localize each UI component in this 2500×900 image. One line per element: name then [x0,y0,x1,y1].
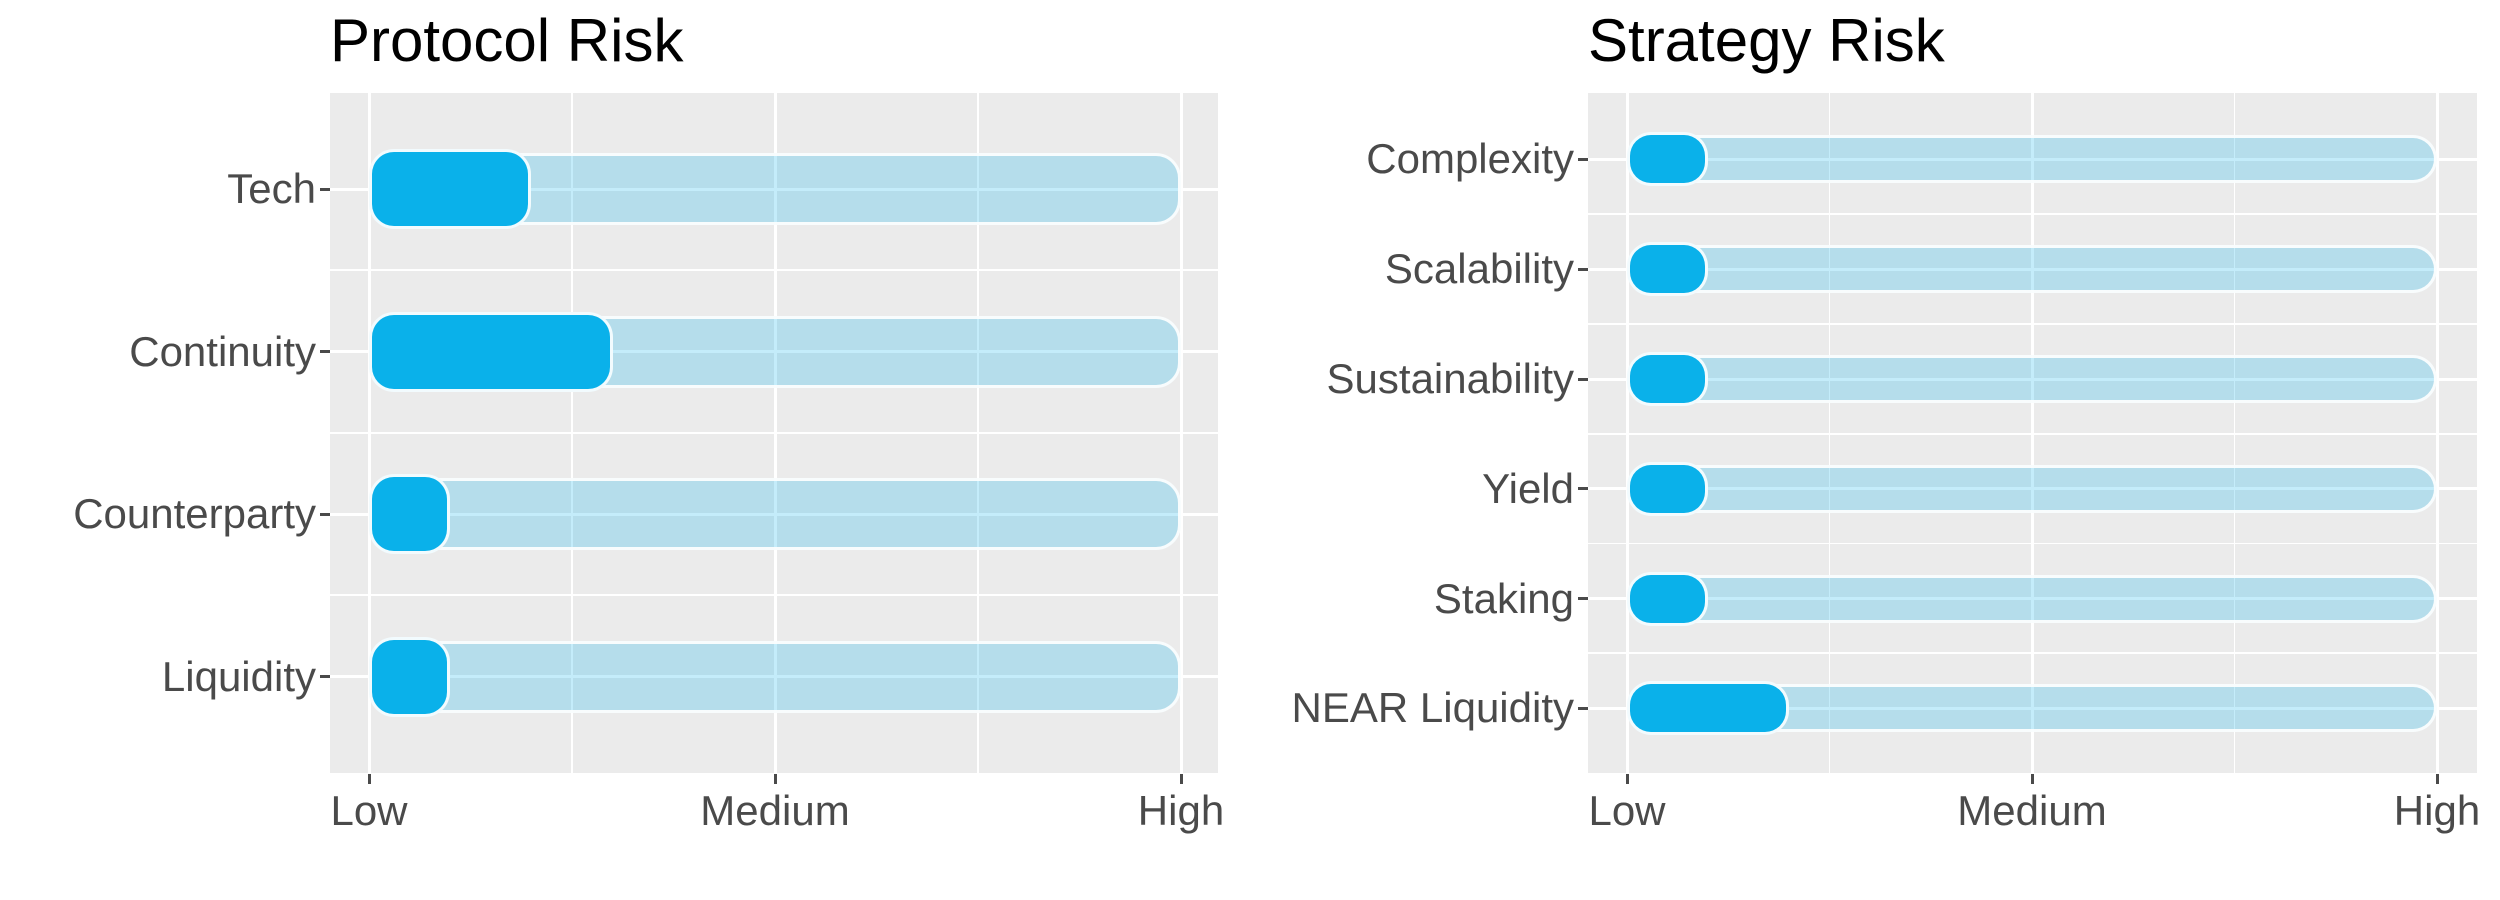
gridline-minor-horizontal [1588,323,2477,325]
category-label: Counterparty [73,490,316,537]
x-axis-tick [773,774,777,784]
risk-bar [369,149,532,229]
risk-track [1627,355,2437,403]
x-axis-tick-label: Low [1588,787,1666,834]
y-axis-tick [1578,267,1588,271]
x-axis-tick [367,774,371,784]
category-label: Staking [1433,574,1574,622]
gridline-major-horizontal [330,187,1218,191]
gridline-major-horizontal [1588,597,2477,600]
category-label: Continuity [129,327,316,375]
x-axis-tick [2435,774,2439,784]
gridline-minor-horizontal [1588,542,2477,545]
x-axis-tick-label: High [1137,787,1225,834]
y-axis-tick [1578,487,1588,490]
y-axis-tick [320,350,330,353]
category-label: Yield [1482,464,1574,512]
risk-track [369,640,1181,713]
y-axis-tick [320,187,330,191]
risk-bar [1627,242,1708,296]
gridline-major-horizontal [1588,157,2477,161]
risk-bar [1627,461,1708,516]
category-label: Liquidity [161,652,316,700]
category-label: Scalability [1384,245,1574,292]
x-axis-tick [1179,774,1183,784]
risk-track [369,478,1181,550]
chart-title-protocol-risk: Protocol Risk [330,7,684,74]
gridline-minor-horizontal [1588,432,2477,435]
risk-track [1627,574,2437,623]
gridline-minor-horizontal [1588,213,2477,215]
risk-track [1627,135,2437,183]
x-axis-tick-label: High [2393,787,2481,834]
y-axis-tick [1578,377,1588,381]
x-axis-tick [1625,774,1629,784]
risk-bar [1627,681,1789,735]
gridline-minor-horizontal [330,431,1218,434]
gridline-major-horizontal [330,675,1218,678]
y-axis-tick [1578,706,1588,710]
gridline-major-horizontal [330,350,1218,353]
y-axis-tick [1578,157,1588,161]
gridline-major-horizontal [330,512,1218,516]
category-label: Tech [227,165,316,212]
plot-panel-strategy-risk [1588,93,2477,773]
gridline-minor-horizontal [330,594,1218,597]
risk-bar [369,311,613,392]
risk-bar [1627,352,1708,406]
risk-track [1627,464,2437,513]
gridline-major-horizontal [1588,377,2477,381]
risk-bar [1627,132,1708,186]
y-axis-tick [320,512,330,516]
gridline-major-horizontal [1588,487,2477,490]
chart-title-strategy-risk: Strategy Risk [1588,7,1945,74]
x-axis-tick-label: Low [330,787,408,834]
risk-bar [1627,571,1708,626]
risk-bar [369,636,451,717]
y-axis-tick [1578,597,1588,600]
category-label: Sustainability [1326,355,1574,402]
category-label: Complexity [1366,135,1574,182]
x-axis-tick-label: Medium [700,787,850,834]
gridline-major-horizontal [1588,706,2477,710]
risk-bar [369,474,451,554]
category-label: NEAR Liquidity [1291,684,1574,731]
y-axis-tick [320,675,330,678]
risk-track [1627,245,2437,293]
x-axis-tick-label: Medium [1957,787,2107,834]
gridline-minor-horizontal [330,269,1218,272]
gridline-major-horizontal [1588,267,2477,271]
plot-panel-protocol-risk [330,93,1218,773]
x-axis-tick [2030,774,2034,784]
gridline-minor-horizontal [1588,652,2477,655]
